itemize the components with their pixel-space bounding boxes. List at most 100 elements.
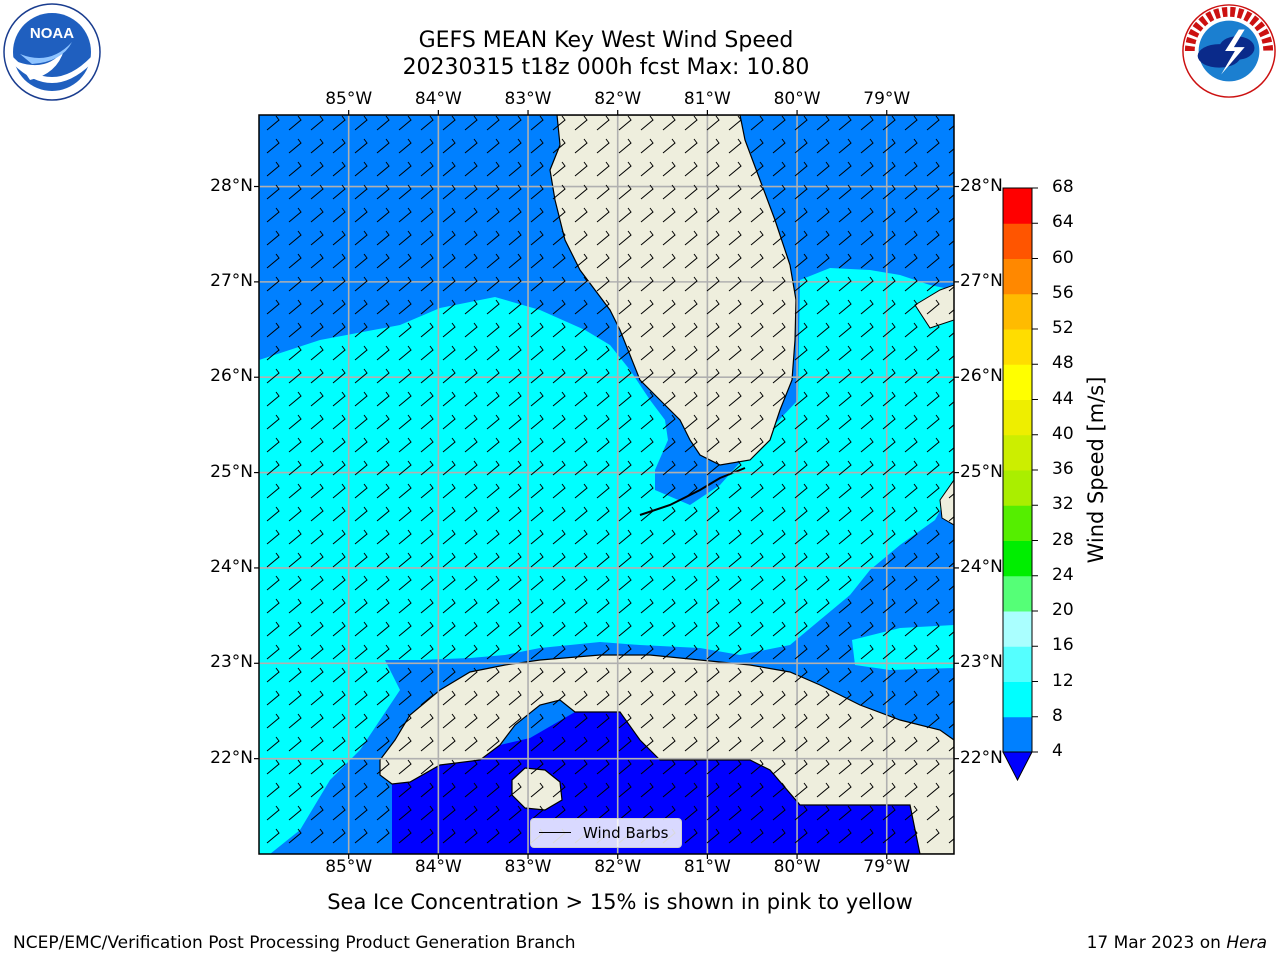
wind-barb — [530, 483, 544, 499]
colorbar-segment — [1003, 681, 1032, 718]
wind-barb — [948, 723, 954, 729]
wind-barb — [332, 230, 346, 246]
wind-barb — [816, 437, 830, 453]
wind-barb — [926, 368, 940, 384]
wind-barb — [398, 690, 412, 706]
wind-barb — [596, 460, 610, 476]
wind-barb — [706, 759, 720, 775]
lat-label-left: 25°N — [210, 461, 253, 482]
lat-label-left: 27°N — [210, 270, 253, 291]
wind-barb — [860, 253, 874, 269]
wind-barb — [772, 437, 786, 453]
wind-barb — [596, 552, 610, 568]
wind-barb — [838, 184, 852, 200]
wind-barb — [398, 230, 412, 246]
wind-barb — [860, 230, 874, 246]
wind-barb — [420, 713, 434, 729]
wind-barb — [926, 138, 940, 154]
wind-barb — [398, 828, 412, 844]
wind-barb — [552, 161, 566, 177]
wind-barb — [332, 759, 346, 775]
wind-barb — [860, 368, 874, 384]
wind-barb — [794, 667, 808, 683]
wind-barb — [706, 483, 720, 499]
wind-barb — [662, 483, 676, 499]
wind-barb — [772, 276, 786, 292]
wind-barb — [332, 575, 346, 591]
wind-barb — [684, 506, 698, 522]
wind-barb — [684, 598, 698, 614]
wind-barb — [486, 805, 500, 821]
wind-barb — [530, 437, 544, 453]
wind-barb — [376, 230, 390, 246]
wind-barb — [948, 700, 954, 706]
wind-barb — [882, 506, 896, 522]
wind-barb — [860, 299, 874, 315]
wind-barb — [552, 736, 566, 752]
wind-barb — [266, 460, 280, 476]
wind-barb — [618, 161, 632, 177]
wind-barb — [266, 805, 280, 821]
wind-barb — [640, 713, 654, 729]
wind-barb — [904, 253, 918, 269]
wind-barb — [948, 355, 954, 361]
wind-barb — [794, 368, 808, 384]
colorbar-segment — [1003, 399, 1032, 436]
wind-barb — [486, 713, 500, 729]
wind-barb — [882, 161, 896, 177]
wind-barb — [596, 621, 610, 637]
wind-barb — [596, 161, 610, 177]
wind-barb — [442, 552, 456, 568]
wind-barb — [794, 552, 808, 568]
wind-barb — [354, 368, 368, 384]
wind-barb — [904, 598, 918, 614]
wind-barb — [684, 115, 698, 131]
wind-barb — [464, 368, 478, 384]
wind-barb — [706, 782, 720, 798]
wind-barb — [926, 805, 940, 821]
wind-barb — [838, 414, 852, 430]
wind-barb — [926, 644, 940, 660]
wind-barb — [926, 437, 940, 453]
wind-barb — [816, 460, 830, 476]
lat-label-right: 27°N — [960, 270, 1003, 291]
wind-barb — [684, 460, 698, 476]
wind-barb — [574, 575, 588, 591]
wind-barb — [574, 391, 588, 407]
wind-barb — [772, 828, 786, 844]
wind-barb — [288, 276, 302, 292]
wind-barb — [310, 414, 324, 430]
wind-barb — [310, 644, 324, 660]
wind-barb — [904, 828, 918, 844]
wind-barb — [794, 299, 808, 315]
wind-barb — [442, 667, 456, 683]
wind-barb — [332, 621, 346, 637]
wind-barb — [596, 414, 610, 430]
wind-barb — [486, 115, 500, 131]
wind-barb — [332, 161, 346, 177]
wind-barb — [508, 276, 522, 292]
wind-barb — [684, 138, 698, 154]
wind-barb — [706, 230, 720, 246]
wind-barb — [354, 322, 368, 338]
wind-barb — [574, 184, 588, 200]
wind-barb — [860, 828, 874, 844]
wind-barb — [552, 782, 566, 798]
wind-barb — [596, 667, 610, 683]
wind-barb — [332, 184, 346, 200]
wind-barb — [310, 207, 324, 223]
wind-barb — [618, 736, 632, 752]
wind-barb — [816, 207, 830, 223]
wind-barb — [464, 506, 478, 522]
wind-barb — [486, 161, 500, 177]
wind-barb — [750, 437, 764, 453]
wind-barb — [574, 460, 588, 476]
wind-barb — [354, 161, 368, 177]
wind-barb — [816, 805, 830, 821]
wind-barb — [640, 575, 654, 591]
wind-barb — [376, 391, 390, 407]
wind-barb — [728, 759, 742, 775]
wind-barb — [508, 575, 522, 591]
wind-barb — [904, 506, 918, 522]
wind-barb — [882, 437, 896, 453]
